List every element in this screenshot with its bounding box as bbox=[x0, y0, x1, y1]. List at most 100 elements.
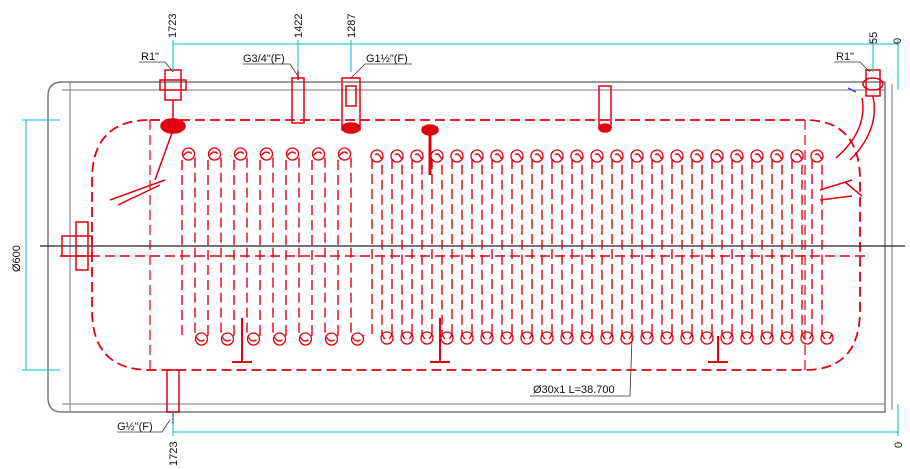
coil-top-circle bbox=[550, 149, 564, 163]
coil-bottom-circle bbox=[246, 332, 261, 346]
flange-left bbox=[61, 221, 93, 271]
coil-bottom-circle bbox=[620, 331, 634, 345]
coil-loop bbox=[571, 153, 593, 341]
coil-bottom-circle bbox=[700, 331, 714, 345]
coil-loop bbox=[511, 153, 533, 341]
coil-top-circle bbox=[750, 149, 764, 163]
coil-top-circle bbox=[207, 147, 222, 161]
coil-top-circle bbox=[690, 149, 704, 163]
heat-exchanger-coil-upper bbox=[370, 149, 834, 345]
coil-loop bbox=[411, 153, 433, 341]
dim-1422: 1422 bbox=[293, 14, 305, 38]
coil-bottom-circle bbox=[640, 331, 654, 345]
coil-top-circle bbox=[259, 147, 274, 161]
coil-top-circle bbox=[490, 149, 504, 163]
coil-bottom-circle bbox=[820, 331, 834, 345]
coil-top-circle bbox=[370, 149, 384, 163]
coil-loop bbox=[451, 153, 473, 341]
dim-1723-bottom: 1723 bbox=[168, 442, 180, 466]
coil-bottom-circle bbox=[780, 331, 794, 345]
coil-bottom-circle bbox=[520, 331, 534, 345]
coil-top-circle bbox=[470, 149, 484, 163]
coil-top-circle bbox=[610, 149, 624, 163]
coil-loop bbox=[311, 151, 339, 342]
label-g34: G3/4"(F) bbox=[243, 53, 285, 65]
coil-top-circle bbox=[590, 149, 604, 163]
coil-bottom-circle bbox=[350, 332, 365, 346]
coil-loop bbox=[551, 153, 573, 341]
coil-loop bbox=[691, 153, 713, 341]
coil-top-circle bbox=[510, 149, 524, 163]
coil-bottom-circle bbox=[298, 332, 313, 346]
coil-loop bbox=[791, 153, 813, 341]
label-r1-left: R1" bbox=[141, 51, 159, 63]
coil-bottom-circle bbox=[740, 331, 754, 345]
coil-bottom-circle bbox=[560, 331, 574, 345]
coil-loop bbox=[631, 153, 653, 341]
coil-loop bbox=[671, 153, 693, 341]
coil-bottom-circle bbox=[420, 331, 434, 345]
coil-bottom-circle bbox=[324, 332, 339, 346]
coil-bottom-circle bbox=[600, 331, 614, 345]
coil-loop bbox=[651, 153, 673, 341]
coil-loop bbox=[611, 153, 633, 341]
coil-loop bbox=[233, 151, 261, 342]
dim-0-top: 0 bbox=[892, 38, 904, 44]
coil-bottom-circle bbox=[380, 331, 394, 345]
coil-bottom-circle bbox=[800, 331, 814, 345]
inner-vessel-line bbox=[149, 120, 806, 370]
tank-shell bbox=[47, 81, 893, 413]
nozzle-g34 bbox=[291, 70, 305, 124]
coil-loop bbox=[531, 153, 553, 341]
heat-exchanger-coil-lower bbox=[181, 147, 365, 346]
coil-bottom-circle bbox=[540, 331, 554, 345]
dim-1723-top: 1723 bbox=[167, 14, 179, 38]
nozzle-g112 bbox=[341, 77, 361, 134]
coil-bottom-circle bbox=[460, 331, 474, 345]
coil-loop bbox=[391, 153, 413, 341]
dimension-lines bbox=[22, 40, 899, 436]
nozzle-r1-right bbox=[819, 69, 884, 201]
coil-top-circle bbox=[530, 149, 544, 163]
leader-lines bbox=[117, 61, 871, 433]
coil-loop bbox=[181, 151, 209, 342]
coil-loop bbox=[711, 153, 733, 341]
coil-bottom-circle bbox=[660, 331, 674, 345]
coil-top-circle bbox=[650, 149, 664, 163]
coil-loop bbox=[491, 153, 513, 341]
coil-bottom-circle bbox=[720, 331, 734, 345]
label-g112: G1½"(F) bbox=[366, 53, 408, 65]
dim-1287: 1287 bbox=[346, 14, 358, 38]
coil-bottom-circle bbox=[440, 331, 454, 345]
bottom-sensors bbox=[232, 318, 728, 363]
coil-loop bbox=[207, 151, 235, 342]
coil-top-circle bbox=[770, 149, 784, 163]
coil-top-circle bbox=[285, 147, 300, 161]
coil-top-circle bbox=[390, 149, 404, 163]
coil-top-circle bbox=[670, 149, 684, 163]
coil-top-circle bbox=[730, 149, 744, 163]
dim-55: 55 bbox=[868, 32, 880, 44]
label-coil: Ø30x1 L=38.700 bbox=[533, 384, 615, 396]
coil-loop bbox=[285, 151, 313, 342]
coil-top-circle bbox=[337, 147, 352, 161]
coil-loop bbox=[751, 153, 773, 341]
coil-top-circle bbox=[311, 147, 326, 161]
label-r1-right: R1" bbox=[836, 51, 854, 63]
coil-loop bbox=[431, 153, 453, 341]
coil-loop bbox=[731, 153, 753, 341]
coil-bottom-circle bbox=[580, 331, 594, 345]
coil-bottom-circle bbox=[480, 331, 494, 345]
coil-loop bbox=[259, 151, 287, 342]
coil-bottom-circle bbox=[500, 331, 514, 345]
coil-bottom-circle bbox=[400, 331, 414, 345]
label-g12: G½"(F) bbox=[117, 421, 153, 433]
inner-vessel-outline bbox=[91, 119, 861, 371]
coil-top-circle bbox=[710, 149, 724, 163]
coil-top-circle bbox=[790, 149, 804, 163]
coil-loop bbox=[771, 153, 793, 341]
coil-bottom-circle bbox=[760, 331, 774, 345]
coil-loop bbox=[471, 153, 493, 341]
coil-bottom-circle bbox=[220, 332, 235, 346]
